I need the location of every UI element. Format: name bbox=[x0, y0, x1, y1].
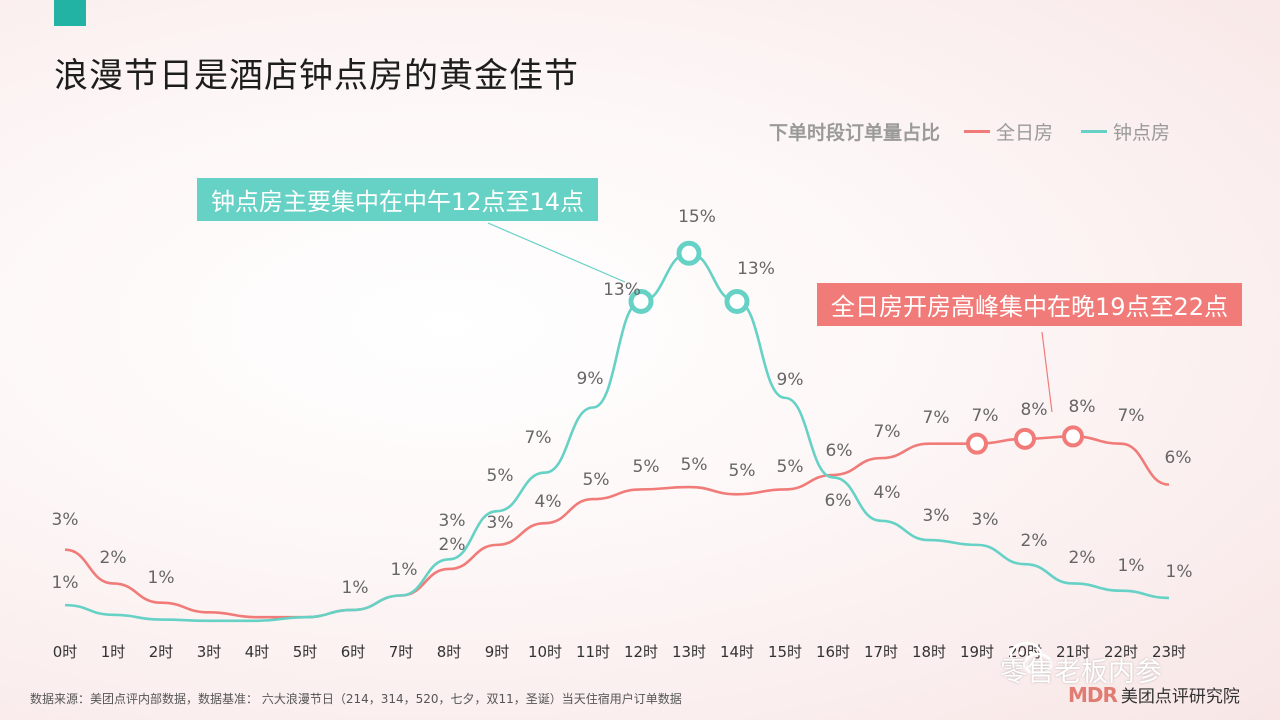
x-tick-label: 17时 bbox=[864, 643, 898, 661]
data-label-fullday: 8% bbox=[1021, 400, 1048, 420]
data-label-fullday: 3% bbox=[487, 513, 514, 533]
accent-block bbox=[54, 0, 86, 26]
x-tick-label: 14时 bbox=[720, 643, 754, 661]
data-label-hourly: 13% bbox=[737, 259, 775, 279]
data-label-hourly: 2% bbox=[1069, 548, 1096, 568]
x-tick-label: 6时 bbox=[341, 643, 366, 661]
data-label-fullday: 1% bbox=[148, 568, 175, 588]
callout-pointer-hourly bbox=[487, 222, 626, 283]
x-tick-label: 15时 bbox=[768, 643, 802, 661]
x-tick-label: 8时 bbox=[437, 643, 462, 661]
x-tick-label: 18时 bbox=[912, 643, 946, 661]
highlight-marker-fullday bbox=[1014, 427, 1036, 450]
data-label-fullday: 8% bbox=[1069, 397, 1096, 417]
x-tick-label: 5时 bbox=[293, 643, 318, 661]
data-label-hourly: 7% bbox=[525, 428, 552, 448]
data-label-hourly: 4% bbox=[874, 483, 901, 503]
page-title: 浪漫节日是酒店钟点房的黄金佳节 bbox=[54, 56, 579, 96]
data-label-hourly: 2% bbox=[1021, 531, 1048, 551]
data-label-fullday: 5% bbox=[729, 461, 756, 481]
legend-label-fullday: 全日房 bbox=[995, 122, 1053, 144]
watermark: 零售老板内参 bbox=[1000, 657, 1162, 688]
data-label-fullday: 6% bbox=[1165, 448, 1192, 468]
x-tick-label: 3时 bbox=[197, 643, 222, 661]
brand-logo: MDR bbox=[1068, 682, 1118, 707]
data-label-fullday: 1% bbox=[342, 578, 369, 598]
x-tick-label: 0时 bbox=[53, 643, 78, 661]
data-label-hourly: 9% bbox=[777, 370, 804, 390]
data-label-hourly: 6% bbox=[825, 491, 852, 511]
brand: MDR 美团点评研究院 bbox=[1068, 682, 1240, 708]
x-tick-label: 23时 bbox=[1152, 643, 1186, 661]
data-label-hourly: 13% bbox=[603, 280, 641, 300]
x-tick-label: 13时 bbox=[672, 643, 706, 661]
data-label-hourly: 1% bbox=[52, 573, 79, 593]
x-tick-label: 4时 bbox=[245, 643, 270, 661]
data-label-hourly: 3% bbox=[972, 510, 999, 530]
data-label-hourly: 3% bbox=[923, 506, 950, 526]
data-label-fullday: 4% bbox=[535, 492, 562, 512]
callout-fullday-peak: 全日房开房高峰集中在晚19点至22点 bbox=[817, 283, 1243, 326]
data-label-hourly: 1% bbox=[1118, 556, 1145, 576]
callout-hourly-peak: 钟点房主要集中在中午12点至14点 bbox=[197, 178, 599, 221]
data-label-fullday: 6% bbox=[826, 441, 853, 461]
legend-swatch-hourly bbox=[1080, 130, 1107, 133]
x-tick-label: 11时 bbox=[576, 643, 610, 661]
x-tick-label: 20时 bbox=[1008, 643, 1042, 661]
legend-title: 下单时段订单量占比 bbox=[768, 122, 940, 144]
data-label-hourly: 15% bbox=[678, 207, 716, 227]
data-label-fullday: 5% bbox=[633, 457, 660, 477]
x-tick-label: 16时 bbox=[816, 643, 850, 661]
data-label-hourly: 9% bbox=[577, 369, 604, 389]
highlight-marker-fullday bbox=[1062, 425, 1084, 448]
x-tick-label: 21时 bbox=[1056, 643, 1090, 661]
wechat-icon bbox=[1009, 641, 1053, 676]
data-label-fullday: 7% bbox=[1118, 406, 1145, 426]
x-tick-label: 2时 bbox=[149, 643, 174, 661]
x-tick-label: 7时 bbox=[389, 643, 414, 661]
x-tick-label: 12时 bbox=[624, 643, 658, 661]
data-label-fullday: 7% bbox=[874, 422, 901, 442]
callout-pointer-fullday bbox=[1041, 331, 1053, 413]
highlight-marker-hourly bbox=[676, 240, 702, 266]
data-label-fullday: 3% bbox=[52, 510, 79, 530]
data-label-fullday: 1% bbox=[391, 560, 418, 580]
data-label-hourly: 3% bbox=[439, 511, 466, 531]
data-label-fullday: 2% bbox=[439, 535, 466, 555]
highlight-marker-fullday bbox=[966, 432, 988, 455]
data-label-fullday: 2% bbox=[100, 548, 127, 568]
highlight-marker-hourly bbox=[724, 288, 750, 314]
x-tick-label: 1时 bbox=[101, 643, 126, 661]
x-tick-label: 19时 bbox=[960, 643, 994, 661]
data-label-fullday: 7% bbox=[923, 408, 950, 428]
highlight-marker-hourly bbox=[628, 288, 654, 314]
brand-name: 美团点评研究院 bbox=[1120, 687, 1240, 707]
data-label-hourly: 5% bbox=[487, 466, 514, 486]
data-label-fullday: 7% bbox=[972, 406, 999, 426]
source-note: 数据来源：美团点评内部数据，数据基准： 六大浪漫节日（214，314，520，七… bbox=[30, 692, 682, 706]
data-label-fullday: 5% bbox=[681, 455, 708, 475]
x-tick-label: 10时 bbox=[528, 643, 562, 661]
chart-legend: 下单时段订单量占比 全日房 钟点房 bbox=[769, 118, 1170, 145]
series-line-fullday bbox=[64, 435, 1170, 619]
data-label-hourly: 1% bbox=[1166, 562, 1193, 582]
legend-swatch-fullday bbox=[963, 130, 990, 133]
legend-label-hourly: 钟点房 bbox=[1112, 122, 1170, 144]
x-tick-label: 22时 bbox=[1104, 643, 1138, 661]
data-label-fullday: 5% bbox=[777, 457, 804, 477]
data-label-fullday: 5% bbox=[583, 470, 610, 490]
x-tick-label: 9时 bbox=[485, 643, 510, 661]
